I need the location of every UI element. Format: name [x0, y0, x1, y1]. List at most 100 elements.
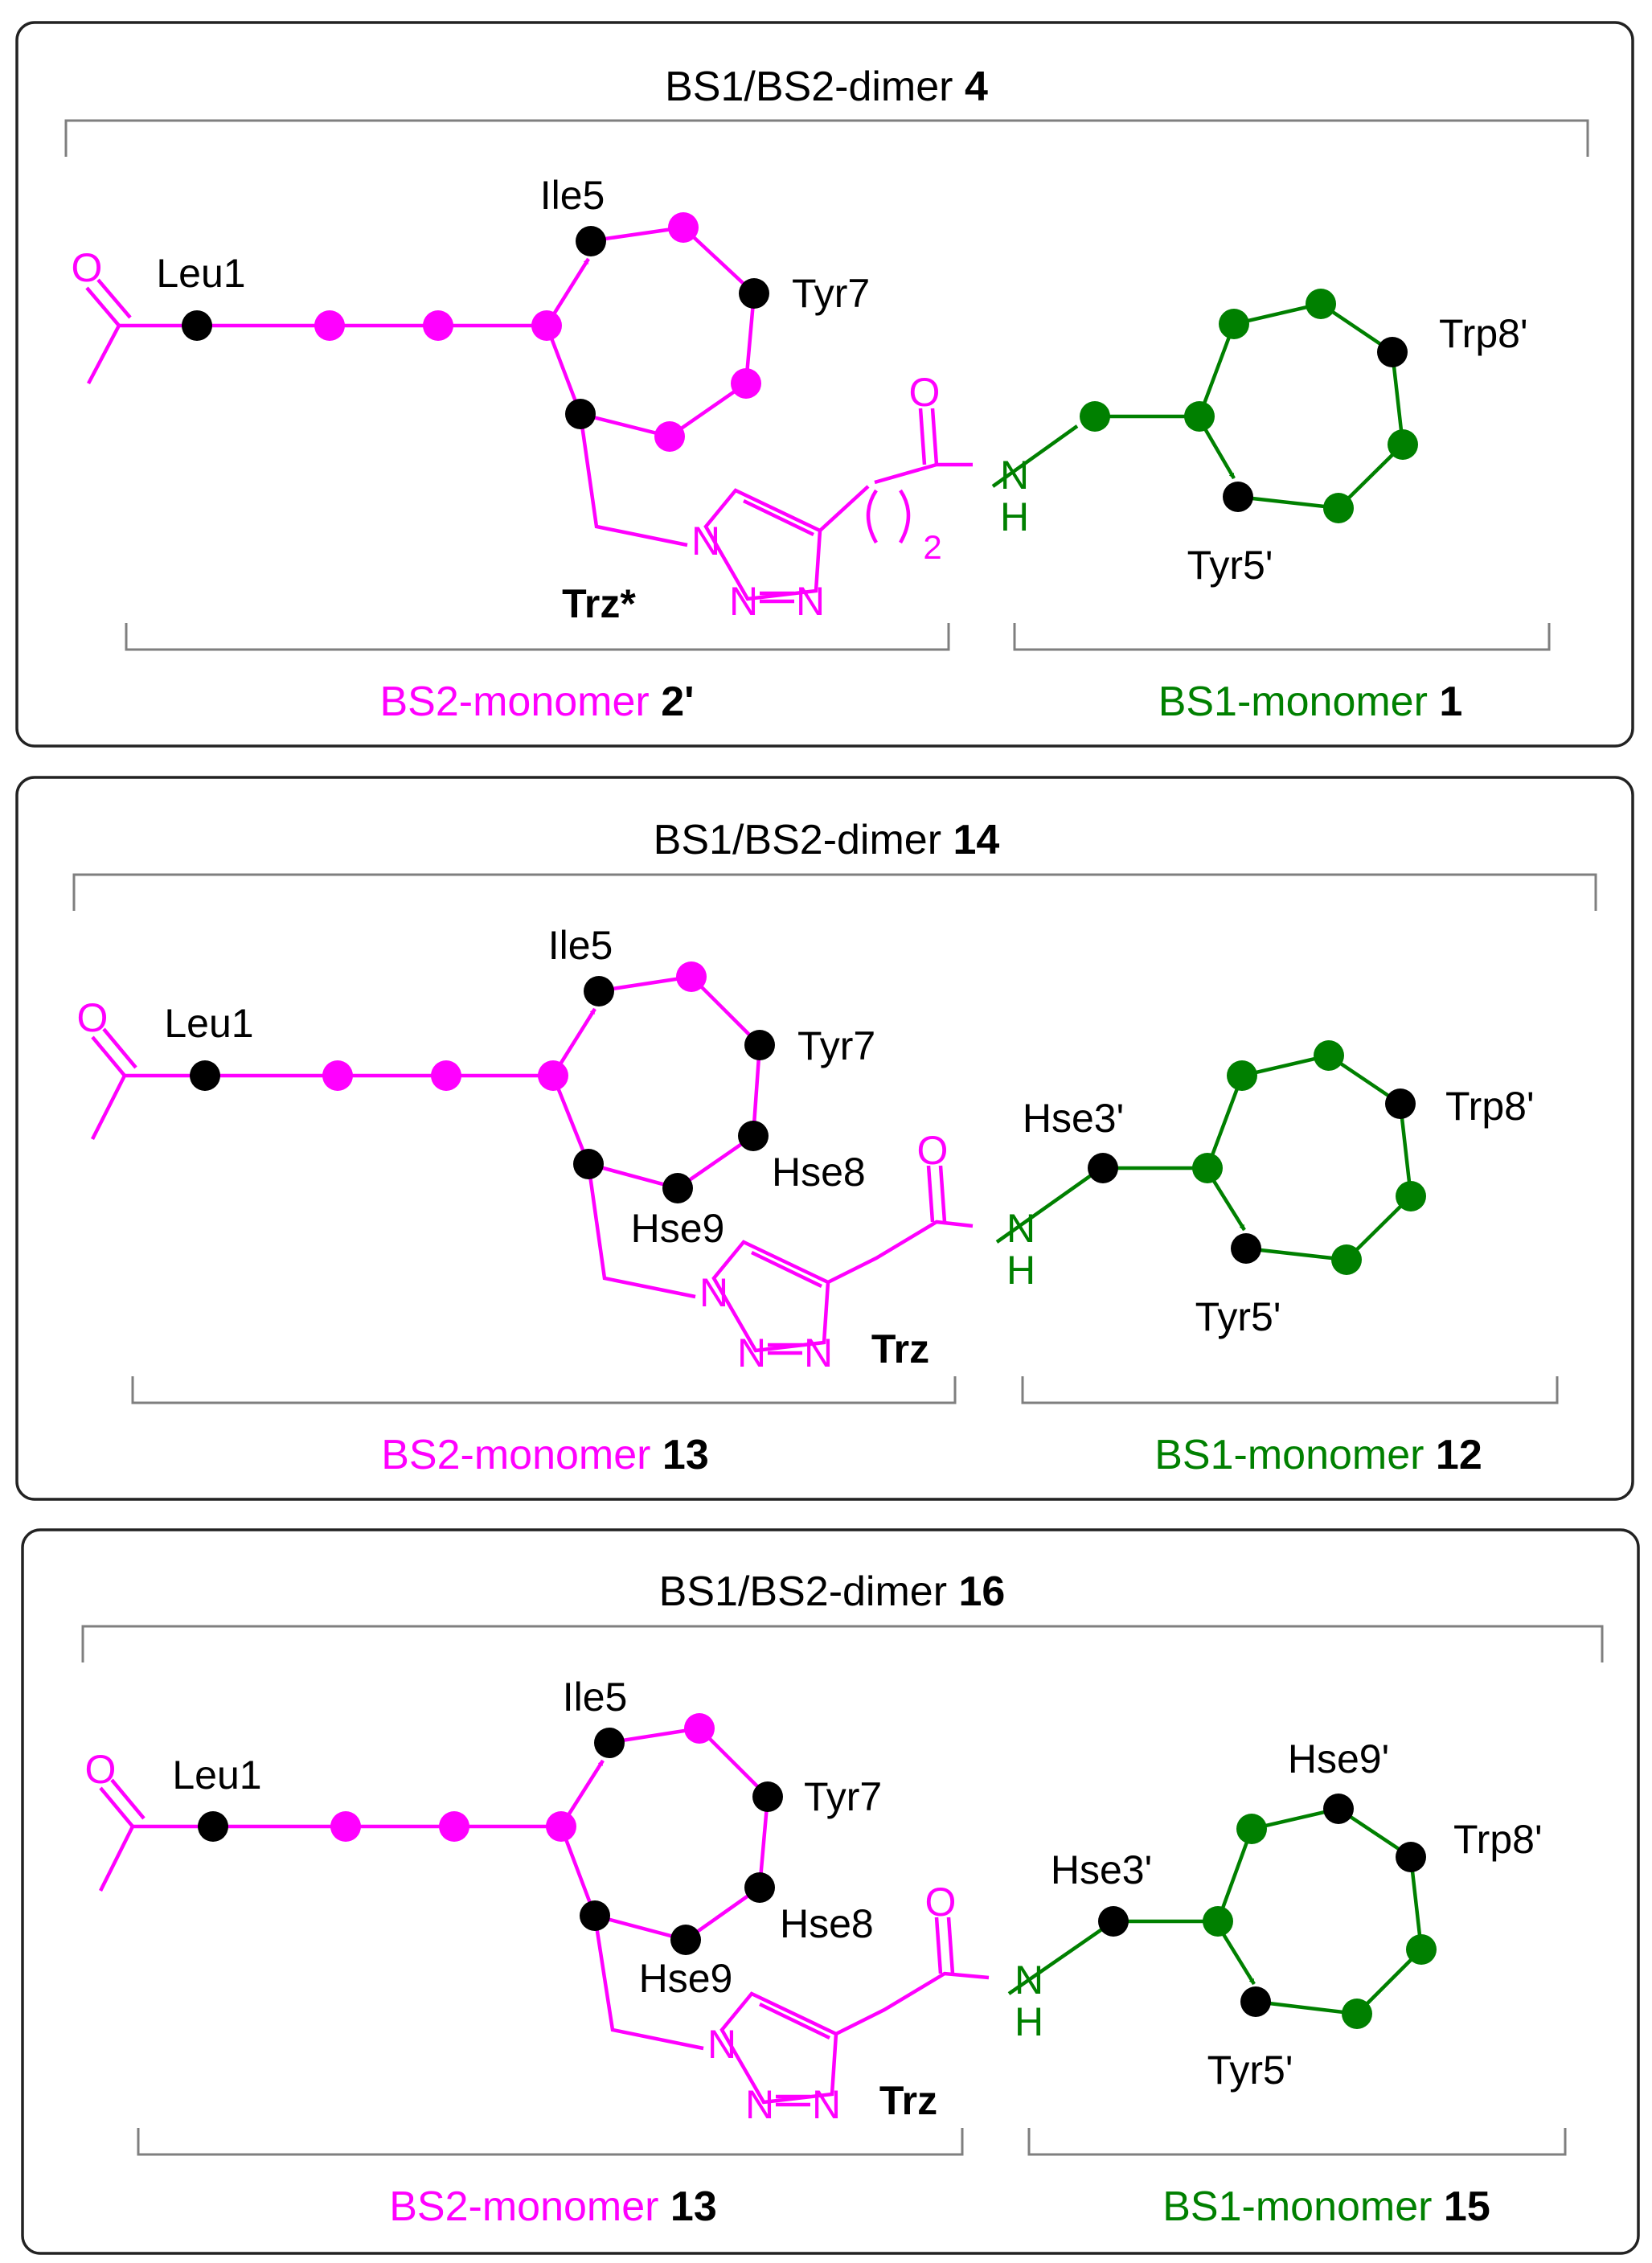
bs1-bracket	[1021, 1376, 1559, 1404]
atom-n: N	[737, 1330, 766, 1375]
atom-h: H	[1015, 1999, 1043, 2044]
bead-leu1	[182, 310, 212, 341]
panel-frame	[15, 21, 1634, 748]
bead	[580, 1900, 610, 1931]
label-leu1: Leu1	[172, 1753, 261, 1798]
bead-tyr7	[752, 1781, 783, 1812]
dimer-bracket	[81, 1625, 1604, 1662]
panel-dimer-4: BS1/BS2-dimer 4	[15, 21, 1634, 748]
bead	[1192, 1153, 1223, 1183]
triazole-label: Trz	[879, 2078, 937, 2123]
bead-tyr5p	[1223, 482, 1253, 512]
bead	[423, 310, 453, 341]
linker-index: 2	[923, 528, 941, 566]
label-trp8p: Trp8'	[1453, 1817, 1543, 1862]
label-tyr7: Tyr7	[797, 1023, 875, 1068]
dimer-bracket	[72, 873, 1597, 911]
panel-dimer-14: BS1/BS2-dimer 14	[15, 776, 1634, 1501]
label-tyr5p: Tyr5'	[1187, 543, 1273, 588]
bead-trp8p	[1385, 1088, 1416, 1119]
bead-hse3p	[1088, 1153, 1118, 1183]
atom-n: N	[1000, 453, 1029, 498]
triazole-label: Trz	[871, 1326, 929, 1371]
label-hse9p: Hse9'	[1288, 1736, 1389, 1781]
bead	[314, 310, 345, 341]
bead-ile5	[576, 226, 606, 256]
bead-tyr5p	[1240, 1986, 1271, 2017]
label-trp8p: Trp8'	[1445, 1084, 1535, 1129]
panel-dimer-16: BS1/BS2-dimer 16	[21, 1528, 1640, 2255]
bead-hse8	[744, 1872, 775, 1903]
label-tyr7: Tyr7	[804, 1774, 882, 1819]
bead	[1396, 1181, 1426, 1211]
residue-beads	[190, 961, 1426, 1275]
label-tyr5p: Tyr5'	[1195, 1294, 1281, 1339]
bead	[1203, 1906, 1233, 1937]
bs1-backbone	[1103, 1053, 1413, 1262]
bead-leu1	[190, 1060, 220, 1091]
atom-o: O	[85, 1747, 117, 1792]
bead	[431, 1060, 461, 1091]
bead-hse3p	[1098, 1906, 1129, 1937]
bs2-bracket	[131, 1376, 957, 1404]
atom-n: N	[1015, 1958, 1043, 2003]
dimer-title: BS1/BS2-dimer 16	[659, 1568, 1006, 1615]
panel-frame	[15, 776, 1634, 1501]
bs2-monomer-caption: BS2-monomer 2'	[380, 678, 695, 725]
bead-hse8	[738, 1121, 769, 1151]
atom-o: O	[77, 995, 109, 1040]
atom-o: O	[909, 370, 941, 415]
bead	[668, 212, 699, 243]
bs2-bracket	[137, 2128, 964, 2156]
bs1-bracket	[1013, 623, 1551, 651]
residue-beads	[198, 1713, 1437, 2029]
bead	[684, 1713, 715, 1744]
bead	[538, 1060, 568, 1091]
bs1-backbone	[1095, 301, 1405, 510]
bead-tyr7	[739, 278, 769, 309]
bead	[1306, 289, 1336, 319]
atom-o: O	[925, 1880, 957, 1925]
label-hse9: Hse9	[639, 1956, 733, 2001]
bead	[1331, 1244, 1362, 1275]
label-ile5: Ile5	[540, 173, 605, 218]
bead	[731, 368, 761, 399]
bead	[531, 310, 562, 341]
bead	[439, 1811, 469, 1842]
label-ile5: Ile5	[548, 923, 613, 968]
panel-frame	[21, 1528, 1640, 2255]
atom-n: N	[729, 579, 758, 624]
atom-n: N	[707, 2022, 736, 2067]
label-hse9: Hse9	[631, 1206, 725, 1251]
bead	[654, 421, 685, 452]
bead	[1406, 1934, 1437, 1965]
bead-trp8p	[1377, 337, 1408, 367]
bead	[573, 1149, 604, 1179]
label-hse8: Hse8	[780, 1901, 874, 1946]
bs1-monomer-caption: BS1-monomer 1	[1158, 678, 1463, 725]
bead	[1080, 401, 1110, 432]
bead-tyr7	[744, 1030, 775, 1060]
bead	[330, 1811, 361, 1842]
triazole-label: Trz*	[562, 581, 636, 626]
bead-ile5	[584, 976, 614, 1006]
bs1-backbone	[1116, 1806, 1424, 2016]
atom-o: O	[72, 245, 103, 290]
label-hse3p: Hse3'	[1023, 1096, 1124, 1141]
label-tyr5p: Tyr5'	[1207, 2048, 1293, 2093]
bs1-monomer-caption: BS1-monomer 12	[1154, 1432, 1482, 1478]
atom-h: H	[1006, 1248, 1035, 1293]
label-tyr7: Tyr7	[792, 271, 870, 316]
atom-n: N	[745, 2082, 774, 2127]
label-hse3p: Hse3'	[1051, 1847, 1152, 1892]
bead-hse9	[670, 1925, 701, 1955]
bead	[1219, 309, 1249, 339]
atom-n: N	[796, 579, 825, 624]
label-leu1: Leu1	[164, 1001, 253, 1046]
dimer-title: BS1/BS2-dimer 4	[665, 64, 988, 110]
atom-n: N	[804, 1330, 833, 1375]
atom-n: N	[1006, 1206, 1035, 1251]
bead-tyr5p	[1231, 1233, 1261, 1264]
atom-o: O	[917, 1128, 949, 1173]
